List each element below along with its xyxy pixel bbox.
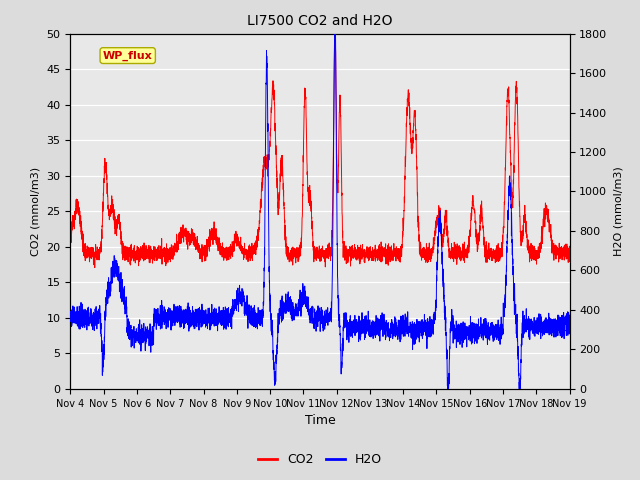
Y-axis label: CO2 (mmol/m3): CO2 (mmol/m3) — [31, 167, 41, 256]
Text: WP_flux: WP_flux — [103, 50, 152, 61]
X-axis label: Time: Time — [305, 414, 335, 427]
Legend: CO2, H2O: CO2, H2O — [253, 448, 387, 471]
Title: LI7500 CO2 and H2O: LI7500 CO2 and H2O — [247, 14, 393, 28]
Y-axis label: H2O (mmol/m3): H2O (mmol/m3) — [613, 167, 623, 256]
